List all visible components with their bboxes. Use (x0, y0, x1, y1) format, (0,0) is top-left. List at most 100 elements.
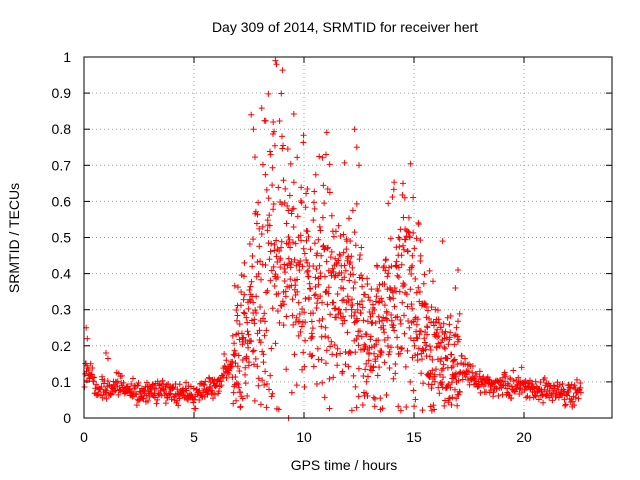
data-point (339, 368, 346, 375)
data-point (183, 395, 190, 402)
data-point (325, 334, 332, 341)
data-point (287, 244, 294, 251)
data-point (286, 192, 293, 199)
data-point (251, 397, 258, 404)
data-point (244, 393, 251, 400)
data-point (300, 245, 307, 252)
data-point (417, 237, 424, 244)
data-point (316, 262, 323, 269)
data-point (253, 220, 260, 227)
data-point (397, 320, 404, 327)
data-point (361, 291, 368, 298)
data-point (569, 398, 576, 405)
data-point (453, 324, 460, 331)
data-point (331, 274, 338, 281)
data-point (255, 382, 262, 389)
data-point (394, 272, 401, 279)
y-tick-label: 0 (63, 410, 71, 426)
data-point (424, 307, 431, 314)
data-point (436, 390, 443, 397)
data-point (507, 376, 514, 383)
data-point (338, 269, 345, 276)
data-point (250, 361, 257, 368)
data-point (245, 344, 252, 351)
data-point (262, 171, 269, 178)
data-point (407, 335, 414, 342)
data-point (284, 145, 291, 152)
data-point (407, 378, 414, 385)
data-point (307, 286, 314, 293)
data-point (318, 323, 325, 330)
data-point (252, 307, 259, 314)
data-point (232, 360, 239, 367)
data-point (265, 90, 272, 97)
data-point (385, 351, 392, 358)
data-point (316, 223, 323, 230)
data-point (405, 214, 412, 221)
data-point (257, 304, 264, 311)
data-point (427, 347, 434, 354)
data-point (265, 195, 272, 202)
data-point (577, 389, 584, 396)
data-point (269, 164, 276, 171)
data-point (176, 381, 183, 388)
chart-title: Day 309 of 2014, SRMTID for receiver her… (212, 19, 478, 35)
data-point (280, 177, 287, 184)
data-point (482, 380, 489, 387)
data-point (81, 383, 88, 390)
data-point (299, 306, 306, 313)
data-point (314, 345, 321, 352)
data-point (321, 273, 328, 280)
data-point (358, 333, 365, 340)
data-point (229, 332, 236, 339)
data-point (250, 299, 257, 306)
data-point (320, 182, 327, 189)
data-point (310, 310, 317, 317)
data-point (334, 290, 341, 297)
data-point (452, 370, 459, 377)
data-point (364, 373, 371, 380)
data-point (386, 348, 393, 355)
data-point (334, 362, 341, 369)
data-point (436, 343, 443, 350)
data-point (135, 379, 142, 386)
data-point (378, 317, 385, 324)
data-point (567, 385, 574, 392)
data-point (255, 375, 262, 382)
data-point (242, 364, 249, 371)
data-point (352, 383, 359, 390)
data-point (359, 402, 366, 409)
data-point (319, 299, 326, 306)
data-point (358, 298, 365, 305)
data-point (320, 242, 327, 249)
data-point (407, 160, 414, 167)
data-point (438, 339, 445, 346)
data-point (501, 369, 508, 376)
data-point (469, 369, 476, 376)
data-point (407, 286, 414, 293)
data-point (351, 229, 358, 236)
data-point (445, 399, 452, 406)
data-point (424, 324, 431, 331)
data-point (349, 207, 356, 214)
data-point (402, 363, 409, 370)
data-point (256, 225, 263, 232)
data-point (308, 353, 315, 360)
data-point (371, 350, 378, 357)
data-point (421, 335, 428, 342)
data-point (269, 390, 276, 397)
data-point (371, 403, 378, 410)
data-point (393, 258, 400, 265)
data-point (297, 257, 304, 264)
data-point (250, 347, 257, 354)
data-point (540, 399, 547, 406)
data-point (351, 126, 358, 133)
data-point (312, 171, 319, 178)
data-point (115, 391, 122, 398)
data-point (290, 205, 297, 212)
data-point (395, 403, 402, 410)
data-point (423, 342, 430, 349)
data-point (254, 211, 261, 218)
data-point (329, 351, 336, 358)
data-point (298, 184, 305, 191)
